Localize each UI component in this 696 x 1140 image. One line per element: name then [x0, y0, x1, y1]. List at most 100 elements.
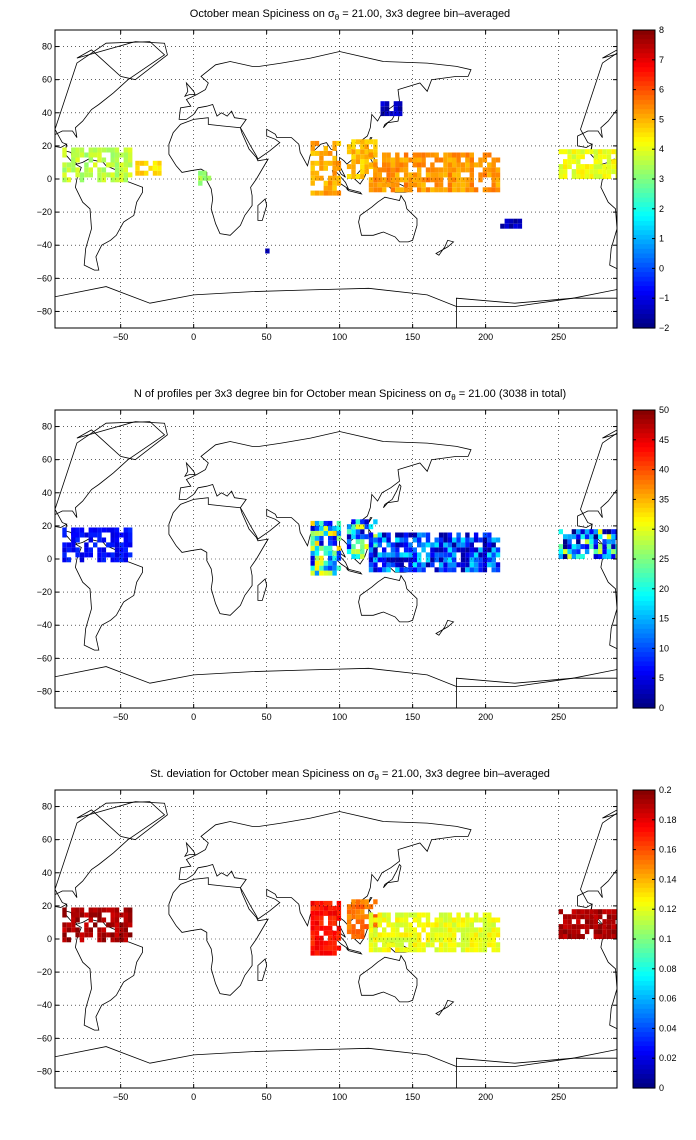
coastline [435, 619, 455, 636]
data-cell [97, 527, 102, 533]
colorbar-segment [633, 151, 655, 157]
data-cell [412, 947, 417, 953]
data-cell [403, 187, 409, 193]
data-cell [602, 919, 607, 925]
data-cell [368, 162, 374, 168]
colorbar-segment [633, 276, 655, 283]
data-cell [395, 187, 400, 193]
data-cell [360, 554, 365, 559]
data-cell [314, 940, 320, 946]
data-cell [373, 932, 378, 938]
colorbar-segment [633, 943, 655, 949]
colorbar-segment [633, 461, 655, 467]
data-cell [558, 934, 563, 939]
data-cell [310, 540, 315, 546]
data-cell [417, 162, 422, 168]
data-cell [360, 924, 365, 930]
data-cell [430, 942, 435, 948]
data-cell [119, 152, 124, 158]
data-cell [478, 942, 483, 948]
data-cell [567, 929, 572, 935]
colorbar-segment [633, 1074, 655, 1080]
data-cell [377, 537, 382, 543]
data-cell [310, 560, 315, 566]
data-cell [110, 537, 115, 543]
data-cell [319, 540, 324, 546]
data-cell [119, 552, 124, 558]
data-cell [106, 162, 111, 168]
data-cell [114, 922, 120, 928]
data-cell [332, 920, 337, 926]
data-cell [395, 932, 400, 938]
data-cell [434, 927, 439, 933]
data-cell [399, 932, 404, 938]
data-cell [563, 149, 568, 155]
data-cell [615, 534, 617, 540]
colorbar-segment [633, 920, 655, 926]
data-cell [584, 149, 590, 155]
data-cell [584, 544, 590, 550]
data-cell [465, 187, 470, 193]
data-cell [97, 937, 102, 943]
data-cell [412, 177, 417, 183]
data-cell [452, 942, 457, 948]
data-cell [101, 932, 107, 938]
data-cell [328, 900, 333, 906]
data-cell [567, 934, 572, 939]
data-cell [434, 152, 439, 158]
data-cell [491, 172, 496, 178]
data-cell [360, 549, 365, 555]
data-cell [114, 557, 120, 563]
data-cell [417, 942, 422, 948]
data-cell [384, 106, 390, 112]
data-cell [495, 537, 501, 543]
data-cell [373, 152, 378, 158]
data-cell [364, 169, 369, 175]
colorbar-segment [633, 57, 655, 64]
data-cell [452, 552, 457, 558]
data-cell [469, 932, 474, 938]
colorbar-segment [633, 258, 655, 264]
data-cell [443, 547, 448, 553]
data-cell [469, 552, 474, 558]
data-cell [319, 910, 324, 916]
data-cell [495, 157, 501, 163]
data-cell [114, 532, 120, 538]
data-cell [360, 899, 365, 905]
data-cell [390, 167, 396, 173]
data-cell [314, 190, 320, 196]
data-cell [319, 565, 324, 571]
data-cell [589, 909, 594, 915]
data-cell [425, 552, 431, 558]
data-cell [593, 164, 598, 170]
data-cell [598, 154, 603, 160]
data-cell [456, 187, 461, 193]
data-cell [314, 175, 320, 181]
data-cell [598, 929, 603, 935]
data-cell [417, 187, 422, 193]
data-cell [332, 165, 337, 171]
data-cell [580, 149, 585, 155]
data-cell [469, 567, 474, 573]
data-cell [328, 555, 333, 561]
data-cell [373, 162, 378, 168]
data-cell [399, 542, 404, 548]
data-cell [119, 177, 124, 183]
data-cell [123, 912, 128, 918]
data-cell [364, 139, 369, 145]
colorbar-segment [633, 929, 655, 935]
data-cell [452, 932, 457, 938]
data-cell [110, 917, 115, 923]
data-cell [460, 947, 466, 953]
data-cell [495, 947, 501, 953]
coastline [435, 999, 455, 1016]
data-cell [398, 101, 403, 107]
data-cell [319, 535, 324, 541]
coastline [76, 41, 168, 81]
data-cell [417, 937, 422, 943]
data-cell [611, 539, 616, 545]
data-cell [328, 560, 333, 566]
data-cell [478, 557, 483, 563]
data-cell [119, 167, 124, 173]
